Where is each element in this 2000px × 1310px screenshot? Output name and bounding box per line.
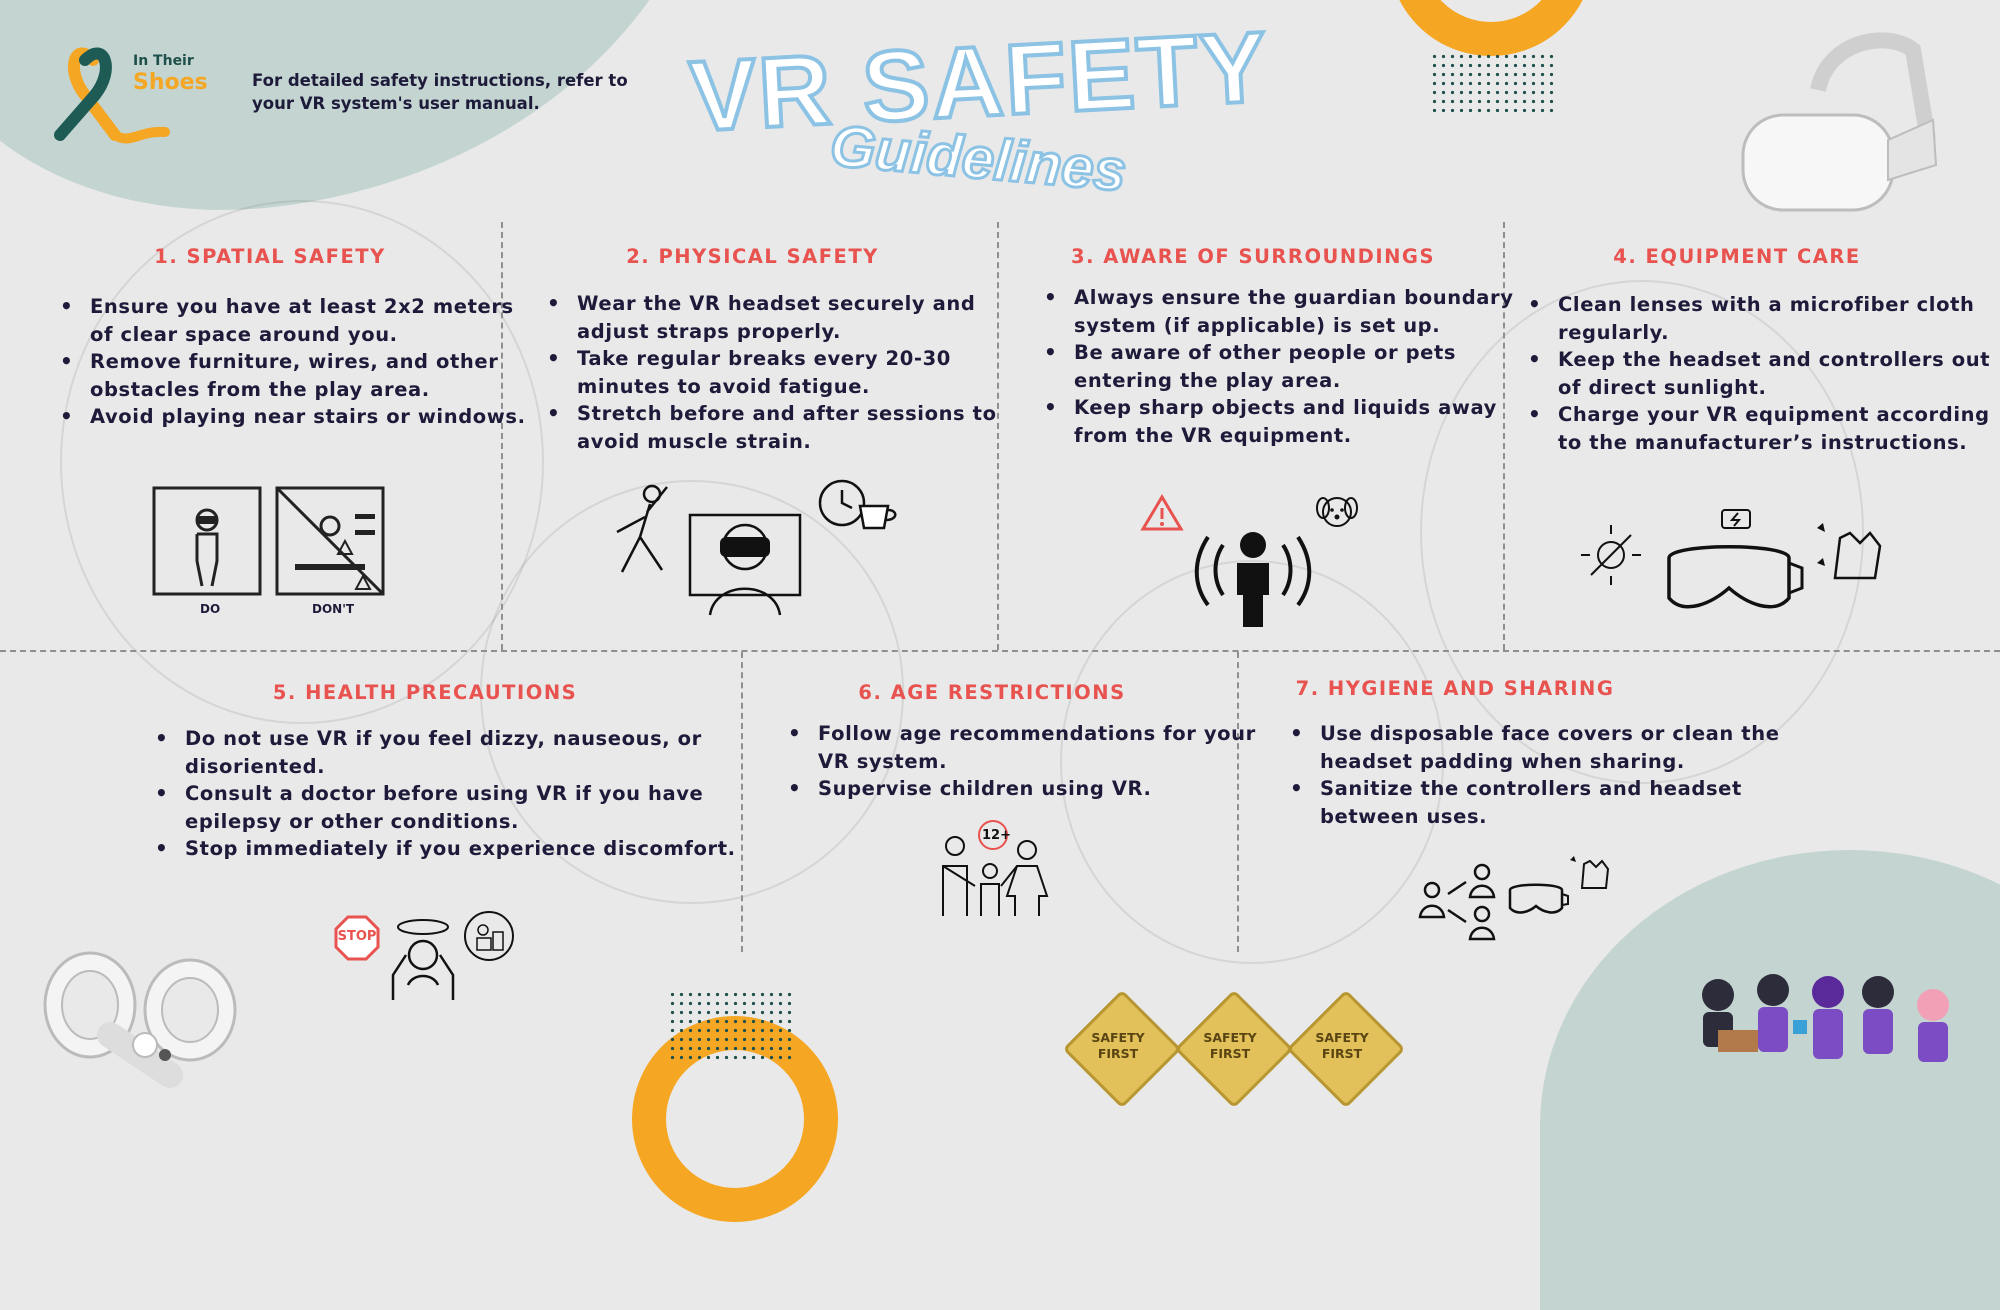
orange-ring-top — [1388, 0, 1594, 56]
stop-label: STOP — [337, 929, 377, 944]
list-item: Keep the headset and controllers out of … — [1528, 346, 1998, 401]
safety-sign-text: SAFETY FIRST — [1091, 1030, 1145, 1061]
room-dont-icon — [275, 486, 387, 602]
clock-coffee-icon — [818, 478, 898, 537]
controllers-icon — [30, 925, 250, 1089]
list-item: Supervise children using VR. — [788, 775, 1258, 803]
section-title-equipment: 4. EQUIPMENT CARE — [1613, 245, 1861, 268]
cleaning-hand-icon — [1815, 518, 1895, 592]
list-item: Remove furniture, wires, and other obsta… — [60, 348, 530, 403]
sharing-people-icon — [1418, 862, 1498, 946]
section-title-physical: 2. PHYSICAL SAFETY — [626, 245, 879, 268]
list-item: Do not use VR if you feel dizzy, nauseou… — [155, 725, 755, 780]
list-item: Avoid playing near stairs or windows. — [60, 403, 530, 431]
section-list-age: Follow age recommendations for your VR s… — [786, 720, 1258, 803]
dont-label: DON'T — [312, 602, 355, 616]
room-do-icon — [152, 486, 264, 602]
sanitize-hand-icon — [1570, 852, 1614, 896]
section-list-physical: Wear the VR headset securely and adjust … — [545, 290, 1017, 455]
team-characters-icon — [1688, 970, 1963, 1084]
list-item: Keep sharp objects and liquids away from… — [1044, 394, 1514, 449]
do-label: DO — [200, 602, 221, 616]
section-title-surroundings: 3. AWARE OF SURROUNDINGS — [1071, 245, 1435, 268]
list-item: Be aware of other people or pets enterin… — [1044, 339, 1514, 394]
list-item: Always ensure the guardian boundary syst… — [1044, 284, 1514, 339]
ribbon-logo-icon — [54, 40, 235, 150]
section-list-spatial: Ensure you have at least 2x2 meters of c… — [58, 293, 530, 431]
dot-pattern-top — [1430, 52, 1556, 116]
list-item: Stretch before and after sessions to avo… — [547, 400, 1017, 455]
manual-note: For detailed safety instructions, refer … — [252, 71, 628, 113]
section-list-equipment: Clean lenses with a microfiber cloth reg… — [1526, 291, 1998, 456]
list-item: Take regular breaks every 20-30 minutes … — [547, 345, 1017, 400]
doctor-icon — [463, 910, 515, 966]
list-item: Charge your VR equipment according to th… — [1528, 401, 1998, 456]
dizzy-person-icon — [378, 915, 468, 1009]
list-item: Ensure you have at least 2x2 meters of c… — [60, 293, 530, 348]
divider — [0, 650, 2000, 652]
vr-headset-icon — [1738, 30, 1938, 220]
dot-pattern-bottom — [668, 990, 794, 1060]
dog-icon — [1314, 492, 1360, 536]
divider — [501, 222, 503, 650]
list-item: Sanitize the controllers and headset bet… — [1290, 775, 1780, 830]
list-item: Wear the VR headset securely and adjust … — [547, 290, 1017, 345]
safety-sign-text: SAFETY FIRST — [1203, 1030, 1257, 1061]
age-badge-icon: 12+ — [978, 820, 1012, 850]
brand-line-2: Shoes — [133, 70, 208, 95]
section-title-age: 6. AGE RESTRICTIONS — [858, 681, 1126, 704]
list-item: Clean lenses with a microfiber cloth reg… — [1528, 291, 1998, 346]
section-list-hygiene: Use disposable face covers or clean the … — [1288, 720, 1780, 830]
warning-icon — [1140, 494, 1184, 536]
boundary-person-icon — [1193, 525, 1313, 634]
list-item: Stop immediately if you experience disco… — [155, 835, 755, 863]
list-item: Follow age recommendations for your VR s… — [788, 720, 1258, 775]
section-list-surroundings: Always ensure the guardian boundary syst… — [1042, 284, 1514, 449]
ghost-figure-1 — [60, 200, 544, 724]
age-badge-label: 12+ — [982, 828, 1011, 843]
section-title-hygiene: 7. HYGIENE AND SHARING — [1295, 677, 1615, 700]
stop-sign-icon: STOP — [334, 915, 380, 961]
vr-user-icon — [685, 495, 805, 624]
brand-line-1: In Their — [133, 53, 194, 69]
section-title-spatial: 1. SPATIAL SAFETY — [154, 245, 386, 268]
section-list-health: Do not use VR if you feel dizzy, nauseou… — [153, 725, 755, 863]
goggles-charge-icon — [1664, 508, 1804, 622]
family-icon — [935, 836, 1055, 925]
dancing-person-icon — [612, 482, 672, 581]
safety-sign-text: SAFETY FIRST — [1315, 1030, 1369, 1061]
list-item: Use disposable face covers or clean the … — [1290, 720, 1780, 775]
section-title-health: 5. HEALTH PRECAUTIONS — [272, 681, 578, 704]
list-item: Consult a doctor before using VR if you … — [155, 780, 755, 835]
no-sun-icon — [1576, 520, 1646, 594]
goggles-icon — [1507, 880, 1569, 920]
ghost-figure-2 — [480, 480, 904, 904]
